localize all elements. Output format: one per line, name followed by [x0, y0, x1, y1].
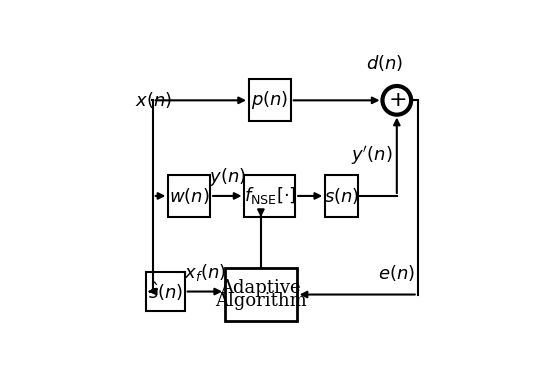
Bar	[249, 80, 290, 121]
Text: $s(n)$: $s(n)$	[324, 186, 359, 206]
Bar	[225, 268, 296, 321]
Bar	[146, 272, 185, 311]
Text: $\hat{s}(n)$: $\hat{s}(n)$	[147, 280, 183, 303]
Text: $y(n)$: $y(n)$	[209, 166, 246, 187]
Text: Algorithm: Algorithm	[215, 292, 307, 310]
Text: $f_{\mathrm{NSE}}[\cdot]$: $f_{\mathrm{NSE}}[\cdot]$	[244, 185, 296, 206]
Text: $e(n)$: $e(n)$	[378, 263, 415, 282]
Bar	[325, 175, 358, 217]
Bar	[244, 175, 295, 217]
Text: $x(n)$: $x(n)$	[135, 90, 172, 110]
Text: $d(n)$: $d(n)$	[366, 52, 404, 73]
Text: $x_f(n)$: $x_f(n)$	[184, 262, 226, 283]
Text: Adaptive: Adaptive	[220, 279, 301, 297]
Text: $y^{\prime}(n)$: $y^{\prime}(n)$	[350, 144, 392, 167]
Text: $+$: $+$	[388, 89, 406, 111]
Bar	[168, 175, 210, 217]
Text: $p(n)$: $p(n)$	[251, 89, 288, 111]
Text: $w(n)$: $w(n)$	[169, 186, 209, 206]
